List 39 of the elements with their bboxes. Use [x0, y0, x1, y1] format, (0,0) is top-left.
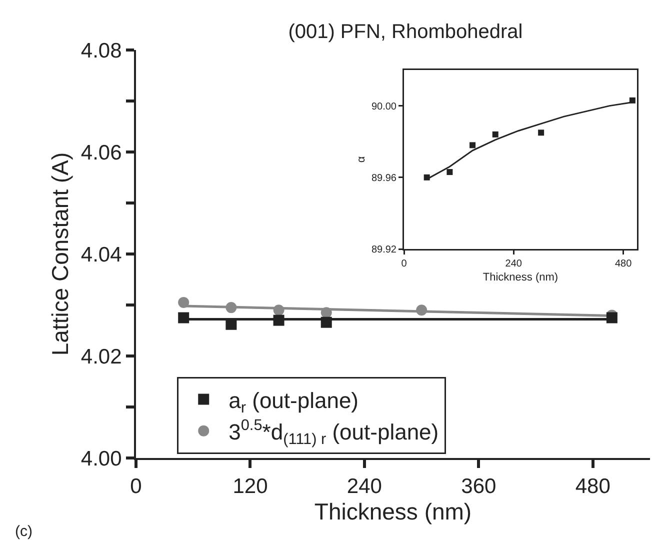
- point: [470, 142, 476, 148]
- y-tick-label: 4.00: [80, 447, 122, 470]
- x-tick-label: 0: [401, 258, 408, 270]
- x-tick-label: 240: [346, 475, 382, 498]
- y-tick-label: 89.92: [371, 244, 397, 256]
- text: (c): [15, 523, 32, 540]
- y-tick-label: 4.08: [80, 39, 122, 62]
- point: [320, 307, 332, 318]
- point: [320, 316, 332, 328]
- point: [606, 312, 618, 324]
- y-tick-label: 90.00: [371, 101, 397, 112]
- y-tick-label: 4.02: [80, 345, 122, 368]
- x-axis-title: Thickness (nm): [482, 271, 558, 284]
- x-axis-title: Thickness (nm): [314, 498, 472, 524]
- x-tick-label: 120: [232, 475, 268, 498]
- chart-title: (001) PFN, Rhombohedral: [288, 21, 523, 43]
- y-axis-title: Lattice Constant (A): [46, 152, 73, 356]
- point: [446, 169, 453, 176]
- y-axis-title: α: [355, 156, 368, 163]
- x-tick-label: 0: [130, 475, 142, 498]
- x-tick-label: 240: [505, 258, 522, 270]
- point: [273, 314, 284, 326]
- point: [424, 174, 430, 180]
- x-tick-label: 360: [461, 475, 496, 498]
- point: [416, 304, 428, 316]
- y-tick-label: 89.96: [371, 172, 397, 184]
- legend-label: 3$^{0.5}$*d$_{(111) r}$ (out-plane): [228, 417, 439, 448]
- y-tick-label: 4.06: [80, 141, 122, 164]
- point: [178, 312, 190, 324]
- point: [273, 304, 284, 316]
- legend-label: a$_{r}$ (out-plane): [228, 388, 359, 416]
- point: [492, 131, 498, 138]
- y-tick-label: 4.04: [80, 243, 122, 266]
- point: [226, 302, 237, 314]
- point: [178, 296, 190, 308]
- point: [629, 97, 636, 104]
- point: [538, 130, 544, 136]
- x-tick-label: 480: [575, 475, 610, 498]
- x-tick-label: 480: [614, 258, 632, 270]
